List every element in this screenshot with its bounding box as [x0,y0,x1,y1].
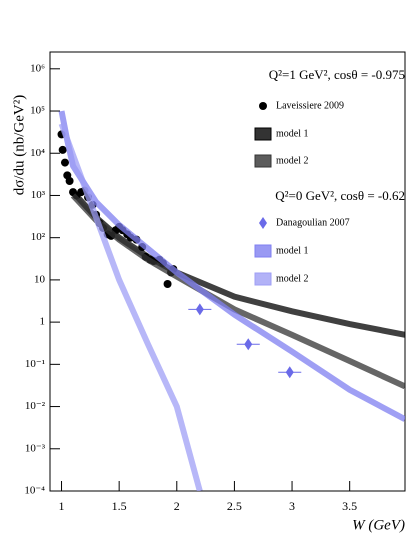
x-tick-label: 3 [289,499,295,513]
legend-label: model 1 [276,245,309,256]
legend-label: model 2 [276,155,309,166]
y-tick-label: 1 [40,316,46,328]
x-tick-label: 2.5 [227,499,242,513]
plot-frame [49,51,406,492]
legend-header: Q²=1 GeV², cosθ = -0.975 [269,67,405,82]
data-point [163,279,172,288]
y-tick-label: 10⁻² [25,400,46,412]
legend-label: model 1 [276,128,309,139]
legend-marker [259,102,267,110]
legend-label: Laveissiere 2009 [276,100,344,111]
y-tick-label: 10⁶ [30,62,45,74]
y-tick-label: 10⁻¹ [25,358,45,370]
legend-label: model 2 [276,273,309,284]
x-axis-label: W (GeV) [352,517,405,533]
model-band [58,122,203,491]
y-tick-label: 10⁵ [30,105,45,117]
data-point [244,338,253,351]
legend-swatch [254,272,272,286]
y-tick-label: 10 [34,273,46,285]
legend-swatch [254,154,272,168]
legend-header: Q²=0 GeV², cosθ = -0.62 [275,188,405,203]
data-point [65,177,74,186]
data-point [195,303,204,316]
data-point [60,158,69,167]
y-tick-label: 10² [31,231,46,243]
y-axis-label: dσ/du (nb/GeV²) [11,95,27,195]
y-tick-label: 10⁴ [30,147,45,159]
legend-label: Danagoulian 2007 [276,217,350,228]
x-tick-label: 1.5 [112,499,127,513]
y-tick-label: 10⁻³ [25,442,46,454]
legend-swatch [254,244,272,258]
y-tick-label: 10⁻⁴ [24,485,45,497]
x-tick-label: 1 [59,499,65,513]
x-tick-label: 3.5 [342,499,357,513]
data-point [285,366,294,379]
y-tick-label: 10³ [31,189,46,201]
legend-marker [259,217,267,229]
model-band [70,193,405,390]
data-point [58,145,67,154]
x-tick-label: 2 [174,499,180,513]
legend-swatch [254,127,272,141]
